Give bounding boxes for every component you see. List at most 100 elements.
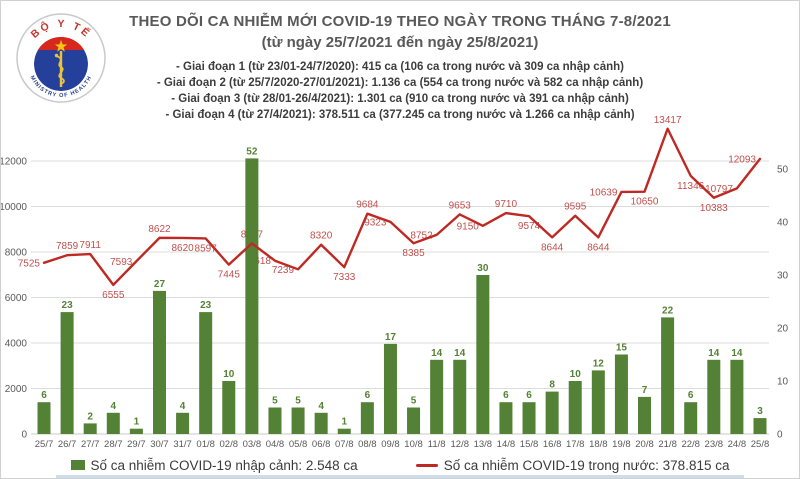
bar-value-label-27/7: 2 xyxy=(87,411,93,422)
line-value-label-10/8: 8385 xyxy=(402,248,425,259)
line-value-label-02/8: 7445 xyxy=(218,270,241,281)
line-value-label-18/8: 8644 xyxy=(587,242,610,253)
bar-value-label-11/8: 14 xyxy=(431,348,443,359)
line-value-label-25/7: 7525 xyxy=(18,258,41,269)
legend-imported-label: Số ca nhiễm COVID-19 nhập cảnh: 2.548 ca xyxy=(90,457,358,473)
bar-value-label-21/8: 22 xyxy=(662,305,674,316)
bar-08/8 xyxy=(360,402,374,434)
x-axis-label-19/8: 19/8 xyxy=(612,439,631,450)
bar-04/8 xyxy=(268,407,282,434)
line-value-label-14/8: 9710 xyxy=(495,199,518,210)
x-axis-label-09/8: 09/8 xyxy=(381,439,400,450)
x-axis-label-26/7: 26/7 xyxy=(58,439,77,450)
bar-02/8 xyxy=(222,381,236,434)
bar-value-label-13/8: 30 xyxy=(477,263,489,274)
logo-snake-icon xyxy=(55,55,65,85)
bar-value-label-19/8: 15 xyxy=(616,343,628,354)
x-axis-label-30/7: 30/7 xyxy=(150,439,169,450)
bar-16/8 xyxy=(545,391,559,434)
bar-03/8 xyxy=(245,158,259,434)
bar-value-label-14/8: 6 xyxy=(503,390,509,401)
bar-value-label-04/8: 5 xyxy=(272,396,278,407)
line-value-label-24/8: 10797 xyxy=(705,184,733,195)
left-axis-tick-label: 4000 xyxy=(5,339,28,350)
bar-07/8 xyxy=(337,428,351,434)
x-axis-label-29/7: 29/7 xyxy=(127,439,146,450)
left-axis-tick-label: 6000 xyxy=(5,293,28,304)
x-axis-label-08/8: 08/8 xyxy=(358,439,377,450)
left-axis-tick-label: 10000 xyxy=(1,202,27,213)
phase-summary-3: - Giai đoạn 3 (từ 28/01-26/4/2021): 1.30… xyxy=(171,93,629,105)
bar-12/8 xyxy=(453,359,467,434)
x-axis-label-06/8: 06/8 xyxy=(312,439,331,450)
x-axis-label-11/8: 11/8 xyxy=(428,439,446,450)
bar-11/8 xyxy=(430,359,444,434)
line-value-label-31/7: 8620 xyxy=(171,243,194,254)
bar-30/7 xyxy=(152,290,166,434)
domestic-cases-line xyxy=(42,127,762,287)
x-axis-label-13/8: 13/8 xyxy=(474,439,493,450)
phase-summary-list: - Giai đoạn 1 (từ 23/01-24/7/2020): 415 … xyxy=(1,59,799,123)
bar-25/8 xyxy=(753,418,767,434)
bar-value-label-15/8: 6 xyxy=(526,390,532,401)
x-axis-label-14/8: 14/8 xyxy=(497,439,516,450)
x-axis-label-07/8: 07/8 xyxy=(335,439,354,450)
bar-value-label-17/8: 10 xyxy=(570,369,582,380)
x-axis-label-15/8: 15/8 xyxy=(520,439,539,450)
line-value-label-22/8: 11346 xyxy=(677,181,705,192)
legend-item-imported: Số ca nhiễm COVID-19 nhập cảnh: 2.548 ca xyxy=(70,457,358,473)
bar-value-label-20/8: 7 xyxy=(642,385,648,396)
bar-23/8 xyxy=(707,359,721,434)
x-axis-label-25/8: 25/8 xyxy=(751,439,770,450)
line-value-label-08/8: 9684 xyxy=(356,200,379,211)
bar-value-label-08/8: 6 xyxy=(365,390,371,401)
left-axis-tick-label: 12000 xyxy=(1,157,27,168)
bar-29/7 xyxy=(129,428,143,434)
right-axis-tick-label: 20 xyxy=(777,324,789,335)
bar-25/7 xyxy=(37,402,51,434)
bar-09/8 xyxy=(383,343,397,434)
bar-value-label-30/7: 27 xyxy=(154,279,166,290)
line-value-label-21/8: 13417 xyxy=(654,115,682,126)
slide-bottom-strip xyxy=(56,475,744,478)
x-axis-label-23/8: 23/8 xyxy=(705,439,724,450)
legend-domestic-label: Số ca nhiễm COVID-19 trong nước: 378.815… xyxy=(443,457,730,473)
line-value-label-05/8: 7239 xyxy=(272,265,295,276)
line-value-label-20/8: 10650 xyxy=(631,197,659,208)
bar-01/8 xyxy=(199,312,213,434)
bar-19/8 xyxy=(614,354,628,434)
bar-value-label-23/8: 14 xyxy=(708,348,720,359)
bar-value-label-25/8: 3 xyxy=(757,406,763,417)
bar-20/8 xyxy=(638,396,652,434)
bar-value-label-01/8: 23 xyxy=(200,300,212,311)
bar-18/8 xyxy=(591,370,605,434)
bar-value-label-12/8: 14 xyxy=(454,348,466,359)
bar-31/7 xyxy=(176,412,190,434)
right-axis-tick-label: 30 xyxy=(777,271,789,282)
bar-value-label-02/8: 10 xyxy=(223,369,235,380)
bar-value-label-10/8: 5 xyxy=(411,396,417,407)
line-value-label-01/8: 8597 xyxy=(195,243,218,254)
bar-27/7 xyxy=(83,423,97,434)
x-axis-label-24/8: 24/8 xyxy=(728,439,747,450)
bar-value-label-09/8: 17 xyxy=(385,332,397,343)
bar-06/8 xyxy=(314,412,328,434)
bar-14/8 xyxy=(499,402,513,434)
x-axis-label-17/8: 17/8 xyxy=(566,439,585,450)
line-value-label-30/7: 8622 xyxy=(148,224,171,235)
line-value-label-06/8: 8320 xyxy=(310,231,333,242)
x-axis-label-03/8: 03/8 xyxy=(243,439,262,450)
line-value-label-19/8: 10639 xyxy=(590,187,618,198)
bar-value-label-29/7: 1 xyxy=(134,417,140,428)
bar-value-label-06/8: 4 xyxy=(318,401,324,412)
bar-value-label-18/8: 12 xyxy=(593,358,605,369)
x-axis-label-20/8: 20/8 xyxy=(635,439,654,450)
line-value-label-15/8: 9574 xyxy=(518,221,541,232)
bar-10/8 xyxy=(407,407,421,434)
x-axis-label-21/8: 21/8 xyxy=(658,439,677,450)
right-axis-tick-label: 10 xyxy=(777,377,789,388)
line-value-label-04/8: 7618 xyxy=(249,256,272,267)
line-value-label-16/8: 8644 xyxy=(541,242,564,253)
line-series-swatch-icon xyxy=(415,463,438,467)
